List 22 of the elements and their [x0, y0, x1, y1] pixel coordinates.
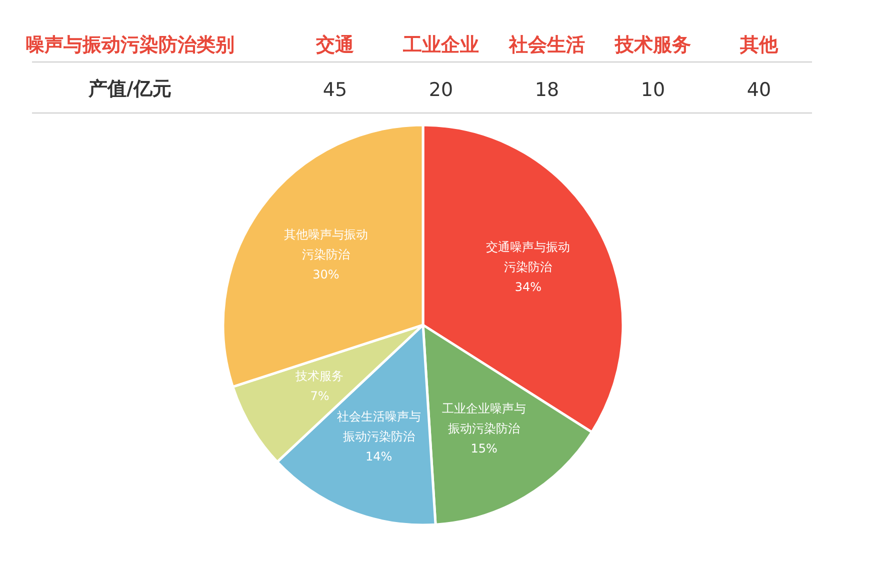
text: 噪声与振动污染防治类别	[26, 34, 234, 56]
data-label: 30%	[312, 267, 340, 282]
data-label: 10	[640, 79, 666, 101]
data-label: 20	[428, 79, 454, 101]
slice-label: 技术服务	[294, 369, 344, 384]
data-label: 18	[534, 79, 560, 101]
data-label: 40	[746, 79, 772, 101]
text: 产值/亿元	[88, 78, 172, 100]
data-label: 14%	[365, 450, 392, 464]
category-label: 技术服务	[614, 34, 691, 56]
category-label: 交通	[315, 34, 354, 56]
data-label: 15%	[470, 441, 498, 456]
data-label: 34%	[514, 280, 542, 294]
slice-label: 工业企业噪声与振动污染防治	[442, 401, 526, 436]
category-label: 工业企业	[402, 34, 479, 56]
category-label: 其他	[739, 34, 779, 56]
slice-label: 社会生活噪声与振动污染防治	[336, 410, 421, 444]
data-label: 45	[322, 79, 348, 101]
slice-label: 交通噪声与振动污染防治	[486, 240, 570, 274]
data-label: 7%	[310, 389, 330, 404]
slice-label: 其他噪声与振动污染防治	[284, 227, 368, 262]
category-label: 社会生活	[508, 34, 585, 56]
